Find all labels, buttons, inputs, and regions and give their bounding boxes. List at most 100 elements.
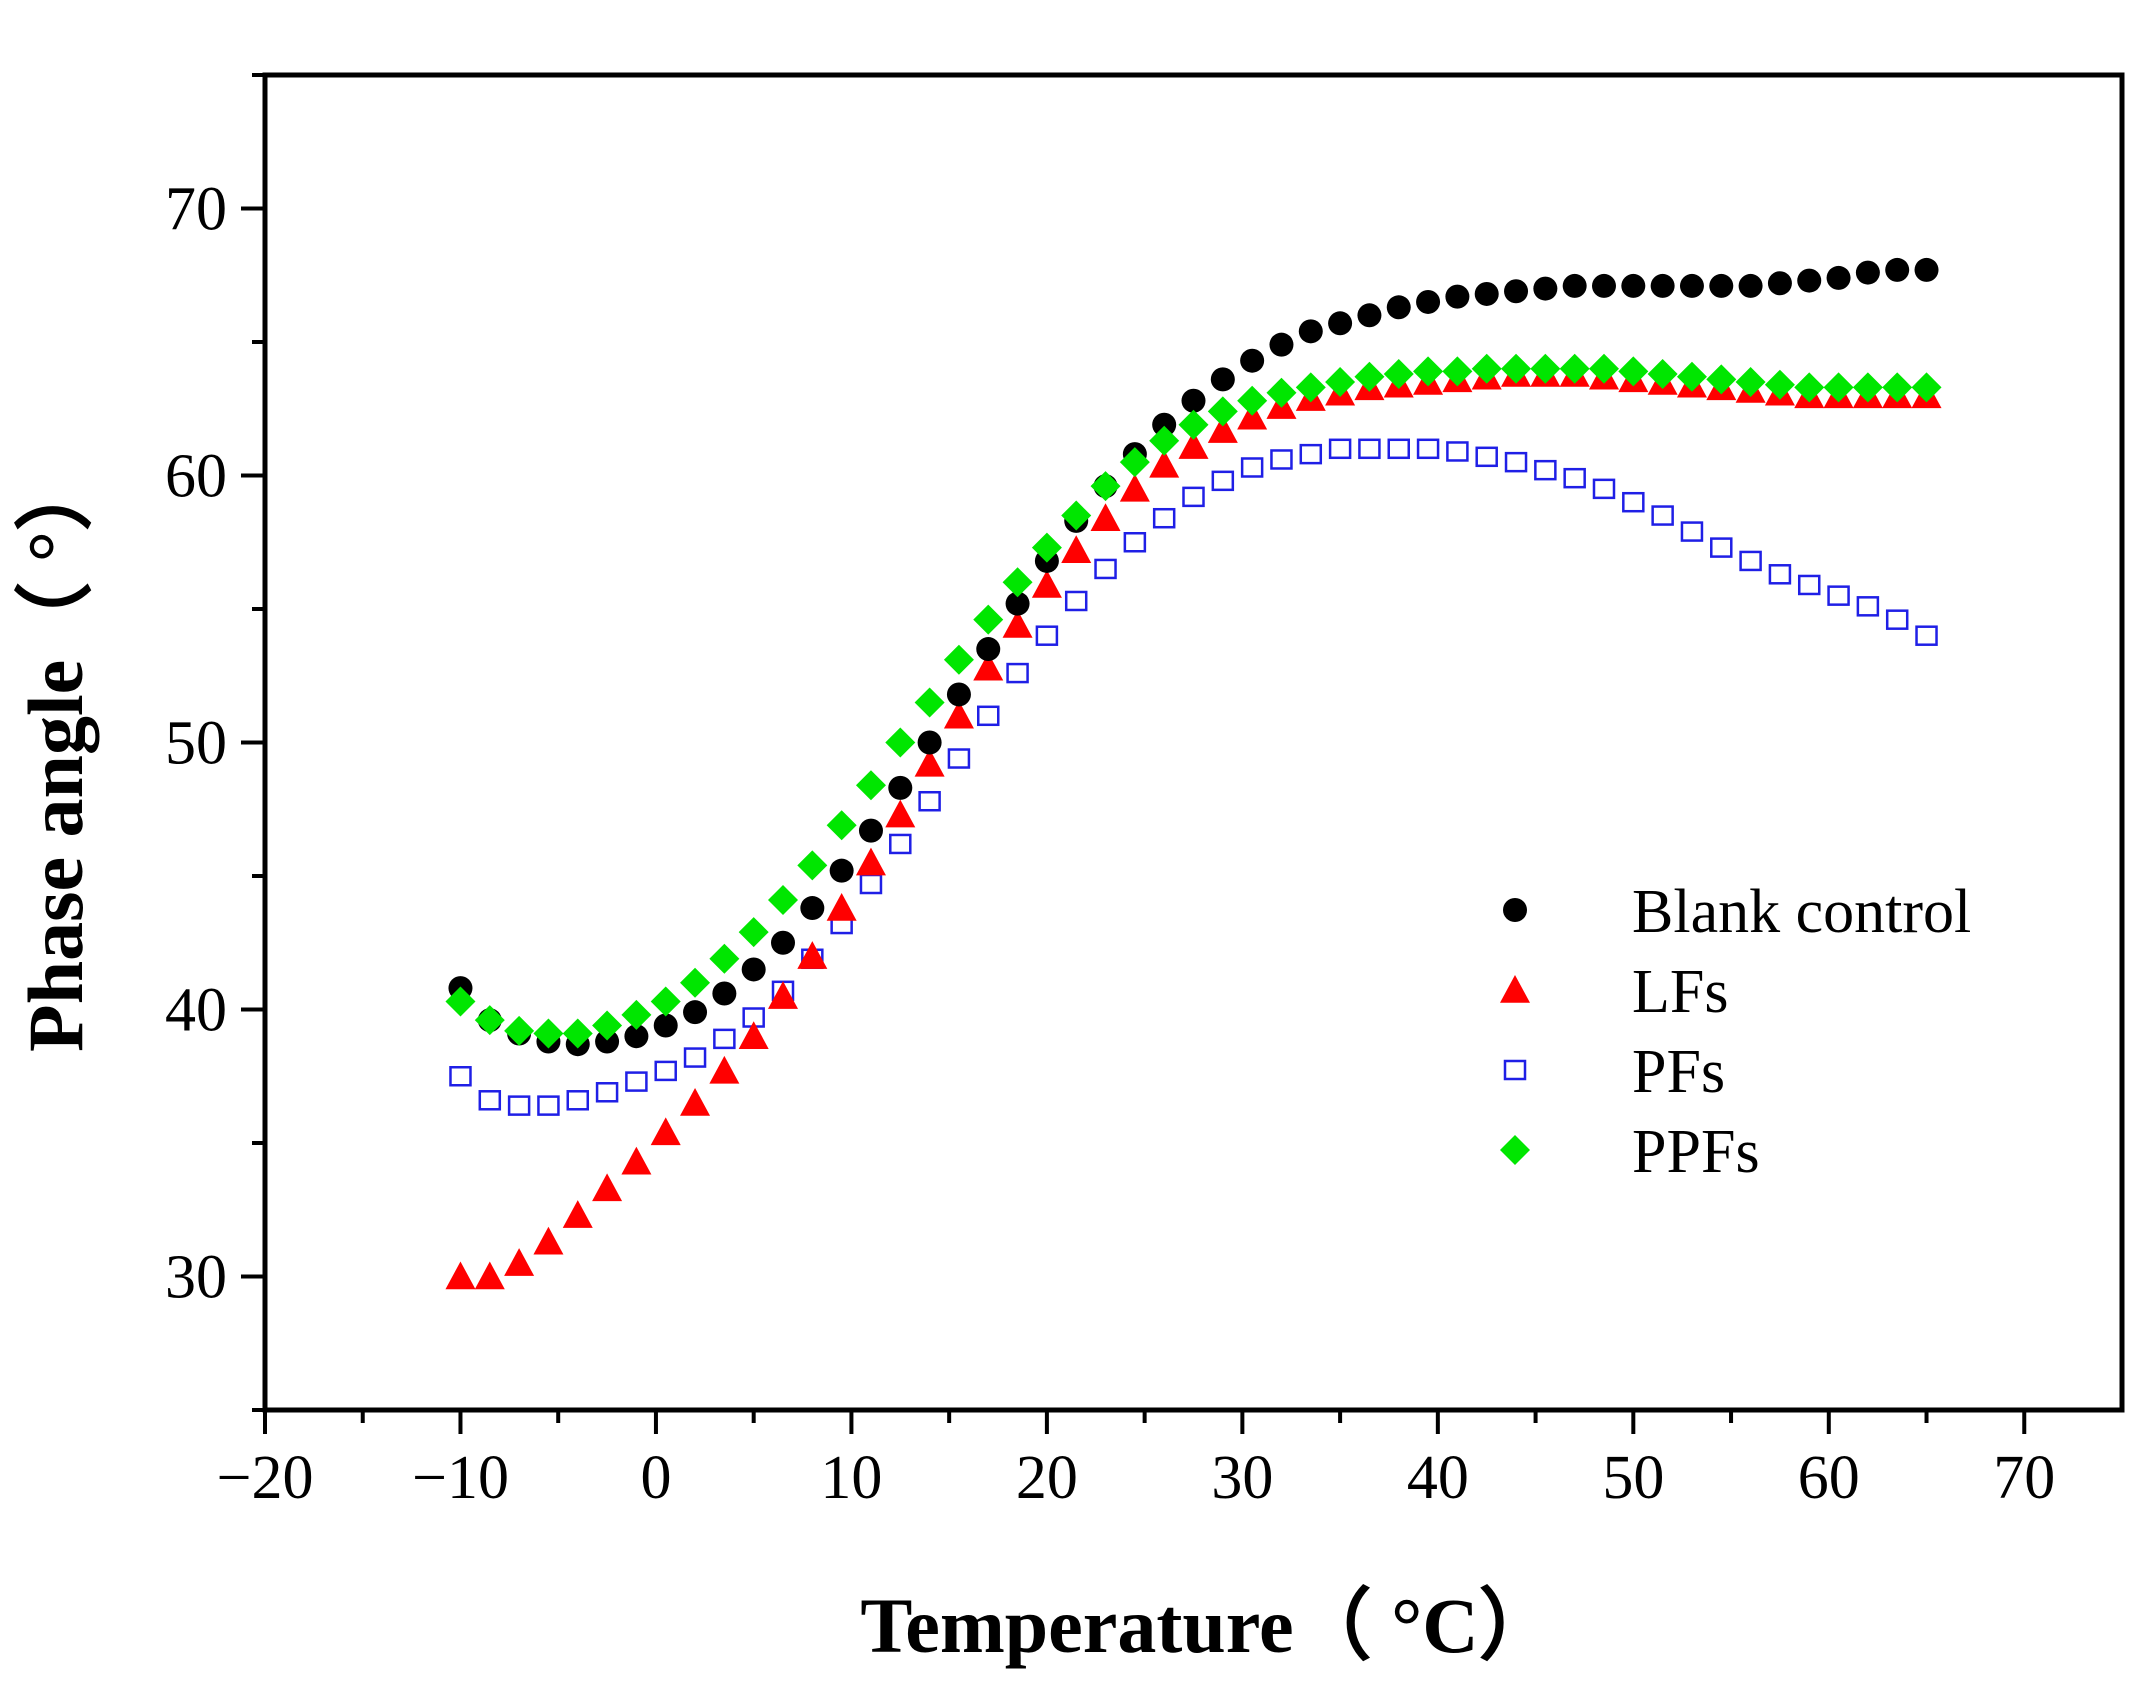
point-blank-control [1445,284,1470,309]
point-blank-control [1914,257,1939,282]
point-pfs [1475,446,1498,468]
point-lfs [504,1248,535,1276]
x-tick-label: 0 [640,1444,671,1512]
point-blank-control [946,682,971,707]
point-lfs [592,1173,623,1202]
point-ppfs [1501,353,1532,384]
point-ppfs [650,986,681,1017]
point-blank-control [741,957,766,982]
point-ppfs [1471,353,1502,384]
series-ppfs [445,353,1942,1049]
x-tick-label: 60 [1798,1444,1860,1512]
point-ppfs [914,687,945,718]
point-ppfs [1207,396,1238,427]
point-blank-control [1181,388,1206,413]
point-blank-control [1562,273,1587,298]
point-blank-control [1386,295,1411,320]
y-tick-label: 40 [165,977,227,1045]
point-lfs [1207,415,1238,443]
point-lfs [680,1087,711,1116]
y-axis-title: Phase angle（ °） [12,453,99,1052]
legend-label: PFs [1632,1038,1725,1106]
point-pfs [1446,441,1469,462]
point-blank-control [683,1000,708,1025]
point-pfs [1358,438,1381,460]
y-tick-label: 70 [165,176,227,244]
point-blank-control [1298,319,1323,344]
point-pfs [478,1090,502,1111]
x-tick-label: −20 [217,1444,314,1512]
point-ppfs [1031,532,1062,563]
point-ppfs [1618,356,1649,387]
point-ppfs [680,967,711,998]
y-tick-label: 30 [165,1244,227,1312]
point-pfs [537,1095,560,1116]
point-pfs [1328,438,1352,460]
point-pfs [507,1095,531,1116]
point-pfs [449,1066,472,1087]
point-ppfs [1413,356,1444,387]
point-pfs [1856,596,1880,617]
point-lfs [914,748,945,777]
point-pfs [1592,478,1616,500]
point-ppfs [1295,372,1326,403]
point-ppfs [1237,385,1268,416]
point-pfs [1915,625,1938,646]
point-ppfs [797,850,828,881]
point-ppfs [1676,361,1707,392]
legend: Blank control LFs PFs PPFs [1500,878,1971,1186]
point-blank-control [1885,257,1910,282]
x-axis-title: Temperature（ °C） [860,1582,1556,1669]
point-ppfs [533,1018,564,1049]
point-lfs [1119,473,1150,502]
point-pfs [1182,486,1205,508]
x-tick-label: 40 [1407,1444,1469,1512]
point-pfs [1152,507,1176,529]
x-tick-label: 10 [820,1444,882,1512]
point-pfs [1123,532,1147,553]
y-tick-label: 60 [165,443,227,511]
legend-label: PPFs [1632,1118,1760,1186]
point-pfs [595,1082,619,1103]
point-ppfs [1852,372,1883,403]
point-blank-control [1210,367,1235,392]
point-ppfs [973,604,1004,635]
legend-marker-ppfs [1500,1135,1530,1165]
point-ppfs [1149,425,1180,456]
point-pfs [625,1071,648,1092]
point-pfs [1797,574,1821,596]
point-ppfs [1823,372,1854,403]
point-lfs [1090,503,1121,531]
point-blank-control [653,1013,678,1038]
legend-item-ppfs: PPFs [1500,1118,1760,1186]
point-lfs [973,652,1004,681]
point-blank-control [1416,289,1441,314]
point-pfs [1094,558,1117,580]
legend-marker-pfs [1503,1059,1527,1081]
legend-item-pfs: PFs [1503,1038,1725,1106]
point-ppfs [1354,361,1385,392]
point-lfs [1061,535,1092,564]
point-blank-control [1738,273,1763,298]
point-blank-control [1240,348,1265,373]
point-blank-control [1591,273,1616,298]
point-blank-control [771,930,796,955]
point-ppfs [1588,353,1619,384]
point-blank-control [1679,273,1704,298]
point-pfs [977,705,1000,727]
point-pfs [1240,457,1264,478]
plot-area-frame [262,72,2125,1413]
legend-label: Blank control [1632,878,1971,946]
point-lfs [709,1055,740,1084]
point-ppfs [1383,359,1414,390]
point-pfs [1768,564,1792,585]
legend-item-blank-control: Blank control [1503,878,1971,946]
point-pfs [1651,505,1674,526]
point-ppfs [1002,567,1033,598]
point-blank-control [1709,273,1734,298]
point-pfs [713,1028,736,1050]
point-ppfs [1764,369,1795,400]
point-ppfs [1559,353,1590,384]
